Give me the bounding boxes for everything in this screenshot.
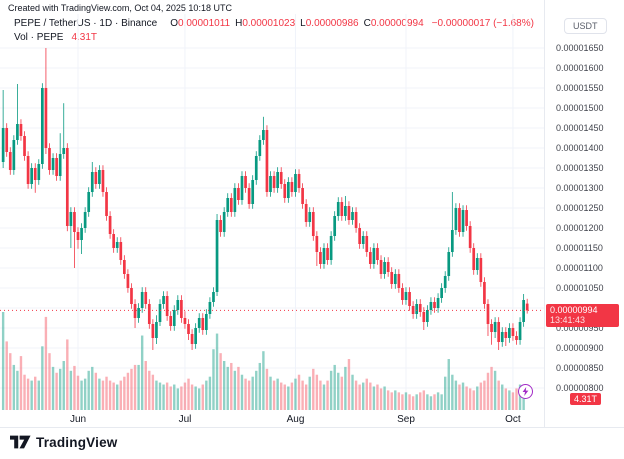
price-chart-canvas[interactable] [0, 0, 544, 428]
price-tick-label: 0.00001250 [556, 203, 604, 213]
price-tick-label: 0.00001400 [556, 143, 604, 153]
price-tick-label: 0.00001300 [556, 183, 604, 193]
price-tick-label: 0.00001150 [556, 243, 603, 253]
ohlc-low-value: 0.00000986 [305, 18, 359, 29]
ohlc-high-value: 0.00001023 [242, 18, 296, 29]
price-tick-label: 0.00001600 [556, 63, 604, 73]
ohlc-open-value: 0.00001011 [178, 18, 231, 29]
volume-study-label: Vol · PEPE [14, 32, 64, 43]
price-tick-label: 0.00001650 [556, 43, 604, 53]
price-scale-separator [544, 0, 545, 427]
price-tick-label: 0.00001050 [556, 283, 604, 293]
last-price-label: 0.00000994 13:41:43 [546, 304, 619, 327]
price-tick-label: 0.00001200 [556, 223, 604, 233]
change-value: −0.00000017 (−1.68%) [431, 18, 534, 29]
flash-idea-button[interactable] [518, 384, 533, 399]
month-tick-label: Oct [505, 414, 521, 425]
candles [1, 48, 529, 350]
tradingview-logo-text: TradingView [36, 434, 118, 450]
ohlc-close-label: C [363, 18, 371, 29]
last-volume-label: 4.31T [570, 393, 602, 405]
price-tick-label: 0.00001550 [556, 83, 604, 93]
price-tick-label: 0.00000950 [556, 323, 604, 333]
currency-toggle-button[interactable]: USDT [564, 18, 607, 34]
last-price-value: 0.00000994 [550, 305, 598, 315]
ohlc-close-value: 0.00000994 [370, 18, 424, 29]
bar-countdown: 13:41:43 [550, 315, 586, 325]
ohlc-high-label: H [235, 18, 243, 29]
price-tick-label: 0.00000850 [556, 363, 604, 373]
month-tick-label: Aug [286, 414, 305, 425]
grid-lines [0, 14, 544, 410]
month-tick-label: Jul [178, 414, 192, 425]
legend-row-main: PEPE / TetherUS · 1D · Binance O0.0000101… [14, 18, 534, 29]
time-scale-separator [0, 427, 624, 428]
volume-bars [1, 312, 525, 410]
price-tick-label: 0.00000800 [556, 383, 604, 393]
ohlc-low-label: L [300, 18, 306, 29]
month-tick-label: Sep [397, 414, 415, 425]
price-tick-label: 0.00001100 [556, 263, 603, 273]
volume-study-value: 4.31T [71, 32, 98, 43]
attribution-text: Created with TradingView.com, Oct 04, 20… [8, 3, 232, 13]
legend-row-volume: Vol · PEPE 4.31T [14, 32, 97, 43]
price-tick-label: 0.00001500 [556, 103, 604, 113]
tradingview-logo-icon [10, 435, 31, 449]
time-scale[interactable]: Jun Jul Aug Sep Oct [0, 410, 544, 427]
tradingview-logo[interactable]: TradingView [10, 434, 117, 450]
price-scale[interactable]: 0.00001650 0.00001600 0.00001550 0.00001500… [545, 0, 624, 428]
ohlc-open-label: O [170, 18, 178, 29]
lightning-bolt-icon [522, 387, 529, 396]
price-tick-label: 0.00001450 [556, 123, 604, 133]
price-tick-label: 0.00000900 [556, 343, 604, 353]
month-tick-label: Jun [69, 414, 87, 425]
price-tick-label: 0.00001350 [556, 163, 604, 173]
symbol-title: PEPE / TetherUS · 1D · Binance [14, 18, 158, 29]
